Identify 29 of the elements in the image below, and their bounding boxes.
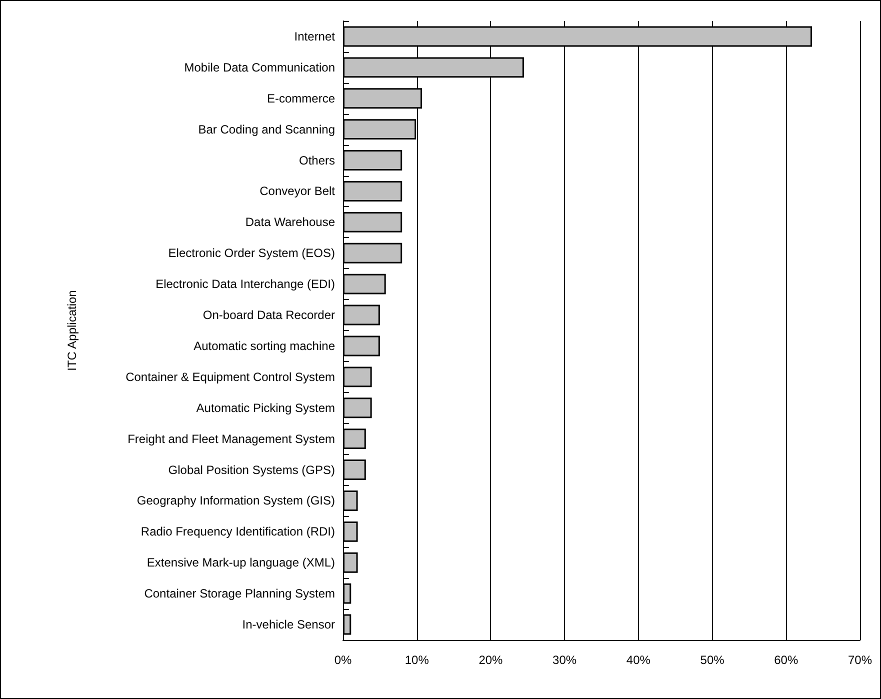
y-tick-label: Geography Information System (GIS): [136, 494, 335, 508]
y-tick-label: Data Warehouse: [245, 215, 336, 230]
y-tick-label: Extensive Mark-up language (XML): [146, 556, 335, 570]
y-tick-label: In-vehicle Sensor: [242, 618, 335, 632]
y-axis-title: ITC Application: [65, 290, 79, 371]
y-tick-label: Global Position Systems (GPS): [168, 462, 335, 477]
x-tick-label: 50%: [700, 653, 725, 667]
x-tick-label: 40%: [626, 653, 651, 667]
y-tick-label: Container & Equipment Control System: [126, 370, 335, 384]
y-tick-label: Others: [298, 153, 335, 168]
y-tick-label: Mobile Data Communication: [184, 60, 335, 74]
y-tick-label: Conveyor Belt: [260, 184, 336, 198]
x-tick-label: 30%: [552, 653, 577, 667]
y-tick-label: Electronic Order System (EOS): [168, 246, 335, 260]
y-tick-label: Internet: [294, 29, 336, 44]
y-tick-label: Container Storage Planning System: [144, 586, 335, 601]
y-tick-label: E-commerce: [266, 91, 336, 106]
y-tick-label: Radio Frequency Identification (RDI): [140, 524, 335, 539]
x-tick-label: 10%: [404, 653, 430, 667]
y-tick-label: Freight and Fleet Management System: [128, 432, 335, 446]
y-tick-label: Electronic Data Interchange (EDI): [156, 277, 335, 292]
y-tick-label: Automatic sorting machine: [194, 338, 336, 353]
x-tick-label: 0%: [334, 653, 352, 667]
y-tick-label: Automatic Picking System: [196, 400, 335, 415]
y-tick-label: Bar Coding and Scanning: [198, 122, 335, 136]
x-tick-label: 60%: [774, 653, 798, 667]
x-tick-label: 70%: [848, 653, 872, 667]
x-tick-label: 20%: [478, 653, 504, 667]
y-tick-label: On-board Data Recorder: [202, 308, 335, 322]
